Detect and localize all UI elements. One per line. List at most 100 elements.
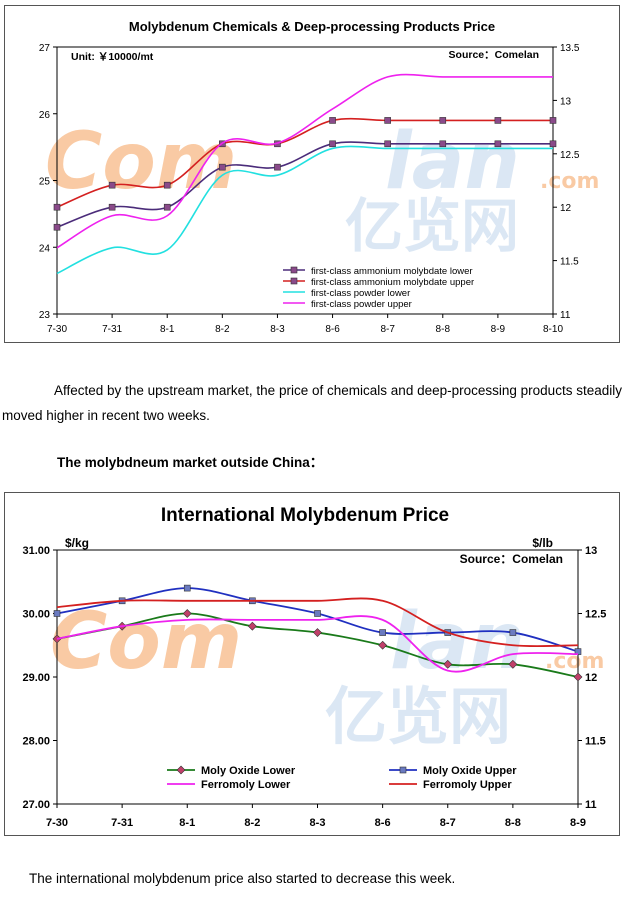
- y-right-tick-label: 11.5: [585, 736, 606, 748]
- data-point: [439, 140, 447, 148]
- legend-label: first-class powder lower: [311, 288, 410, 299]
- x-tick-label: 8-2: [244, 817, 260, 829]
- data-point: [108, 181, 116, 189]
- x-tick-label: 8-2: [215, 324, 230, 335]
- chart1-axes: 23 24 25 26 27 11 11.5 12 12.5 13 13.5 7-30 7-31 8-1 8…: [39, 43, 580, 335]
- data-point: [549, 140, 557, 148]
- x-tick-label: 7-31: [102, 324, 122, 335]
- data-point: [329, 140, 336, 148]
- legend-marker: [176, 765, 186, 775]
- chart1-svg: Com lan .com 亿览网 Molybdenum Chemicals & …: [39, 19, 600, 335]
- legend-item-first-class-powder-lower: first-class powder lower: [283, 288, 410, 299]
- y-right-tick-label: 11.5: [560, 257, 579, 268]
- data-point: [439, 117, 447, 124]
- y-right-tick-label: 11: [585, 799, 597, 811]
- legend-item-first-class-powder-upper: first-class powder upper: [283, 299, 412, 310]
- data-point: [247, 621, 257, 631]
- data-point: [274, 163, 281, 171]
- chart1-source-label: Source：Comelan: [449, 49, 539, 61]
- chart1-legend: first-class ammonium molybdate lowerfirs…: [283, 266, 474, 310]
- x-tick-label: 8-6: [325, 324, 340, 335]
- series-line-ferromoly-lower: [56, 615, 579, 673]
- data-point: [313, 628, 322, 637]
- y-left-tick-label: 29.00: [22, 672, 50, 684]
- chart2-right-unit: $/lb: [532, 536, 553, 550]
- y-right-tick-label: 12: [560, 203, 572, 214]
- data-point: [163, 181, 171, 189]
- legend-item-ferromoly-upper: Ferromoly Upper: [389, 779, 512, 791]
- paragraph-chemicals-summary: Affected by the upstream market, the pri…: [2, 378, 622, 428]
- x-tick-label: 8-3: [270, 324, 285, 335]
- heading-outside-china: The molybdneum market outside China：: [57, 455, 324, 470]
- y-left-tick-label: 25: [39, 177, 51, 188]
- legend-label: first-class ammonium molybdate upper: [311, 277, 474, 288]
- data-point: [443, 659, 453, 669]
- data-point: [329, 117, 336, 124]
- series-line-first-class-powder-upper: [56, 73, 553, 249]
- y-left-tick-label: 23: [39, 310, 51, 321]
- data-point: [314, 610, 321, 617]
- x-tick-label: 8-1: [160, 324, 175, 335]
- x-tick-label: 8-1: [179, 817, 195, 829]
- series-first-class-ammonium-molybdate-lower: [53, 140, 557, 231]
- series-line-ferromoly-upper: [56, 597, 579, 648]
- y-right-tick-label: 13.5: [560, 43, 580, 54]
- x-tick-label: 8-9: [570, 817, 586, 829]
- x-tick-label: 7-31: [111, 817, 133, 829]
- legend-item-moly-oxide-upper: Moly Oxide Upper: [389, 765, 517, 777]
- y-left-tick-label: 30.00: [22, 609, 50, 621]
- data-point: [53, 223, 61, 231]
- watermark-cjk: 亿览网: [345, 192, 519, 260]
- data-point: [509, 629, 517, 636]
- data-point: [53, 610, 61, 617]
- y-left-tick-label: 28.00: [22, 736, 50, 748]
- series-ferromoly-lower: [56, 615, 579, 673]
- legend-item-first-class-ammonium-molybdate-lower: first-class ammonium molybdate lower: [283, 266, 473, 277]
- chart2-left-unit: $/kg: [65, 536, 89, 550]
- data-point: [384, 117, 391, 124]
- x-tick-label: 8-9: [491, 324, 506, 335]
- x-tick-label: 8-8: [505, 817, 521, 829]
- data-point: [494, 140, 502, 148]
- data-point: [219, 163, 226, 171]
- series-line-first-class-powder-lower: [56, 145, 553, 275]
- y-right-tick-label: 12.5: [585, 609, 606, 621]
- legend-item-moly-oxide-lower: Moly Oxide Lower: [167, 765, 296, 777]
- chart2-svg: Com lan .com 亿览网 International Molybdenu…: [22, 505, 606, 829]
- x-tick-label: 8-8: [436, 324, 451, 335]
- x-tick-label: 7-30: [47, 324, 67, 335]
- legend-marker: [399, 766, 407, 774]
- x-tick-label: 8-3: [310, 817, 326, 829]
- legend-item-first-class-ammonium-molybdate-upper: first-class ammonium molybdate upper: [283, 277, 474, 288]
- legend-label: Moly Oxide Upper: [423, 765, 517, 777]
- watermark-cjk: 亿览网: [325, 680, 511, 753]
- chart-chemicals-products-price: Com lan .com 亿览网 Molybdenum Chemicals & …: [4, 5, 620, 343]
- series-moly-oxide-lower: [52, 609, 583, 682]
- data-point: [183, 584, 191, 592]
- legend-label: first-class powder upper: [311, 299, 412, 310]
- data-point: [494, 117, 502, 124]
- x-tick-label: 8-6: [375, 817, 391, 829]
- x-tick-label: 8-7: [380, 324, 395, 335]
- y-left-tick-label: 27: [39, 43, 51, 54]
- data-point: [549, 117, 557, 124]
- series-ferromoly-upper: [56, 597, 579, 648]
- chart1-title: Molybdenum Chemicals & Deep-processing P…: [129, 19, 495, 34]
- chart-international-molybdenum-price: Com lan .com 亿览网 International Molybdenu…: [4, 492, 620, 836]
- x-tick-label: 7-30: [46, 817, 68, 829]
- y-right-tick-label: 12.5: [560, 150, 580, 161]
- watermark-logo-text: lan: [385, 117, 520, 207]
- chart1-unit-label: Unit: ￥10000/mt: [71, 51, 154, 63]
- data-point: [182, 609, 192, 618]
- y-right-tick-label: 11: [560, 310, 571, 321]
- y-right-tick-label: 13: [585, 545, 597, 557]
- watermark-logo-text: Com: [50, 597, 242, 687]
- y-left-tick-label: 26: [39, 110, 51, 121]
- chart2-source-label: Source：Comelan: [460, 552, 563, 566]
- legend-marker: [290, 266, 298, 274]
- series-first-class-powder-lower: [56, 145, 553, 275]
- chart2-watermark: Com lan .com 亿览网: [50, 597, 604, 753]
- chart2-axes: 27.00 28.00 29.00 30.00 31.00 11 11.5 12 12.5 13 7…: [22, 545, 606, 829]
- y-left-tick-label: 27.00: [22, 799, 50, 811]
- data-point: [53, 203, 61, 211]
